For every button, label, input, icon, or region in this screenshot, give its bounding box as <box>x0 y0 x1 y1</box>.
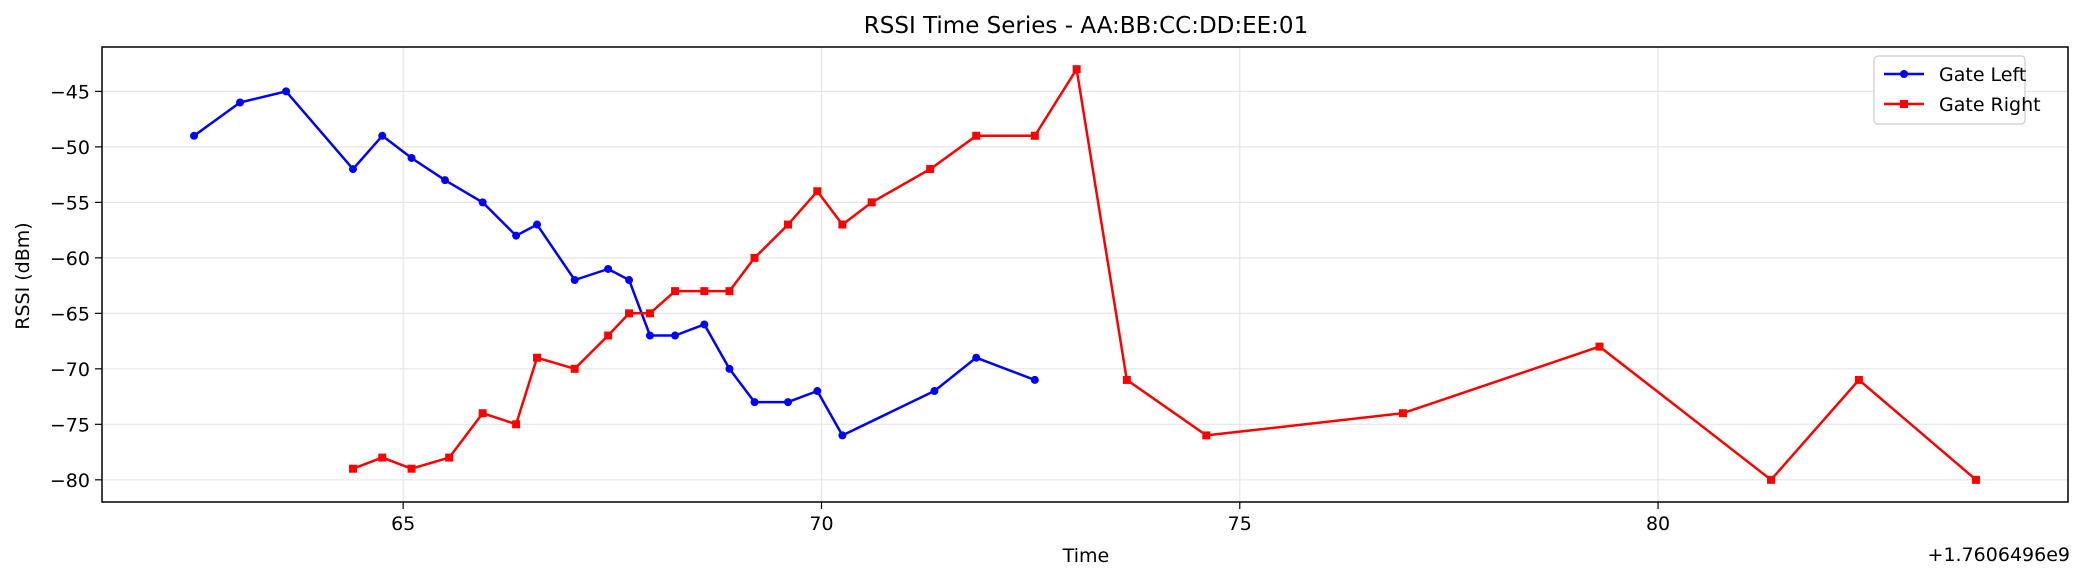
data-point-gate-right <box>570 364 579 373</box>
data-point-gate-left <box>972 353 981 362</box>
y-axis: −45 −50 −55 −60 −65 −70 −75 −80 <box>50 81 102 492</box>
plot-area-frame <box>101 46 2069 503</box>
data-point-gate-right <box>604 331 613 340</box>
data-point-gate-left <box>671 331 680 340</box>
data-point-gate-left <box>725 364 734 373</box>
data-point-gate-left <box>570 276 579 285</box>
data-point-gate-left <box>784 398 793 407</box>
chart-title: RSSI Time Series - AA:BB:CC:DD:EE:01 <box>864 13 1308 39</box>
x-tick-label: 80 <box>1646 513 1670 535</box>
data-point-gate-left <box>1030 375 1039 384</box>
data-point-gate-right <box>1767 475 1776 484</box>
data-point-gate-left <box>813 387 822 396</box>
data-point-gate-left <box>282 87 291 96</box>
x-tick-label: 65 <box>391 513 415 535</box>
data-point-gate-right <box>838 220 847 229</box>
legend: Gate Left Gate Right <box>1873 55 2041 125</box>
data-point-gate-right <box>1122 375 1131 384</box>
x-tick-label: 70 <box>809 513 833 535</box>
y-tick-label: −45 <box>50 81 90 103</box>
data-point-gate-right <box>445 453 454 462</box>
y-tick-label: −55 <box>50 192 90 214</box>
y-tick-label: −60 <box>50 248 90 270</box>
data-point-gate-left <box>750 398 759 407</box>
data-point-gate-left <box>407 153 416 162</box>
series-line-gate-right <box>352 67 1977 482</box>
x-tick-label: 75 <box>1228 513 1252 535</box>
y-tick-label: −65 <box>50 303 90 325</box>
data-point-gate-left <box>441 176 450 185</box>
legend-marker-gate-right <box>1900 100 1908 108</box>
legend-marker-gate-left <box>1900 70 1908 78</box>
x-axis: 65 70 75 80 <box>391 502 1670 535</box>
data-point-gate-right <box>478 409 487 418</box>
data-point-gate-right <box>972 131 981 140</box>
data-point-gate-right <box>533 353 542 362</box>
data-point-gate-left <box>700 320 709 329</box>
data-point-gate-right <box>813 187 822 196</box>
data-point-gate-right <box>725 287 734 296</box>
data-point-gate-right <box>625 309 634 318</box>
data-point-gate-left <box>604 264 613 273</box>
data-point-gate-right <box>671 287 680 296</box>
y-axis-label: RSSI (dBm) <box>12 222 34 329</box>
data-point-gate-right <box>867 198 876 207</box>
data-point-gate-right <box>1030 131 1039 140</box>
data-point-gate-right <box>700 287 709 296</box>
x-offset-label: +1.7606496e9 <box>1928 544 2070 566</box>
data-point-gate-left <box>838 431 847 440</box>
data-point-gate-right <box>1595 342 1604 351</box>
data-point-gate-left <box>533 220 542 229</box>
data-point-gate-left <box>930 387 939 396</box>
data-point-gate-right <box>1072 65 1081 74</box>
data-point-gate-left <box>645 331 654 340</box>
data-point-gate-right <box>1398 409 1407 418</box>
data-point-gate-left <box>236 98 245 107</box>
y-tick-label: −80 <box>50 470 90 492</box>
x-axis-label: Time <box>1062 545 1110 567</box>
data-point-gate-right <box>750 253 759 262</box>
grid-lines <box>102 47 2068 502</box>
data-point-gate-left <box>190 131 199 140</box>
data-point-gate-left <box>625 276 634 285</box>
y-tick-label: −75 <box>50 414 90 436</box>
data-point-gate-right <box>926 165 935 174</box>
y-tick-label: −50 <box>50 137 90 159</box>
legend-label-gate-left: Gate Left <box>1939 64 2026 86</box>
data-point-gate-left <box>478 198 487 207</box>
data-point-gate-right <box>512 420 521 429</box>
data-point-gate-right <box>1971 475 1980 484</box>
legend-label-gate-right: Gate Right <box>1939 94 2041 116</box>
data-point-gate-right <box>1854 375 1863 384</box>
series-line-gate-left <box>193 90 1036 437</box>
data-point-gate-right <box>378 453 387 462</box>
data-point-gate-right <box>645 309 654 318</box>
data-point-gate-left <box>348 165 357 174</box>
data-point-gate-right <box>784 220 793 229</box>
series-layer <box>190 65 1980 484</box>
data-point-gate-right <box>1202 431 1211 440</box>
data-point-gate-right <box>407 464 416 473</box>
data-point-gate-left <box>512 231 521 240</box>
data-point-gate-left <box>378 131 387 140</box>
data-point-gate-right <box>348 464 357 473</box>
y-tick-label: −70 <box>50 359 90 381</box>
